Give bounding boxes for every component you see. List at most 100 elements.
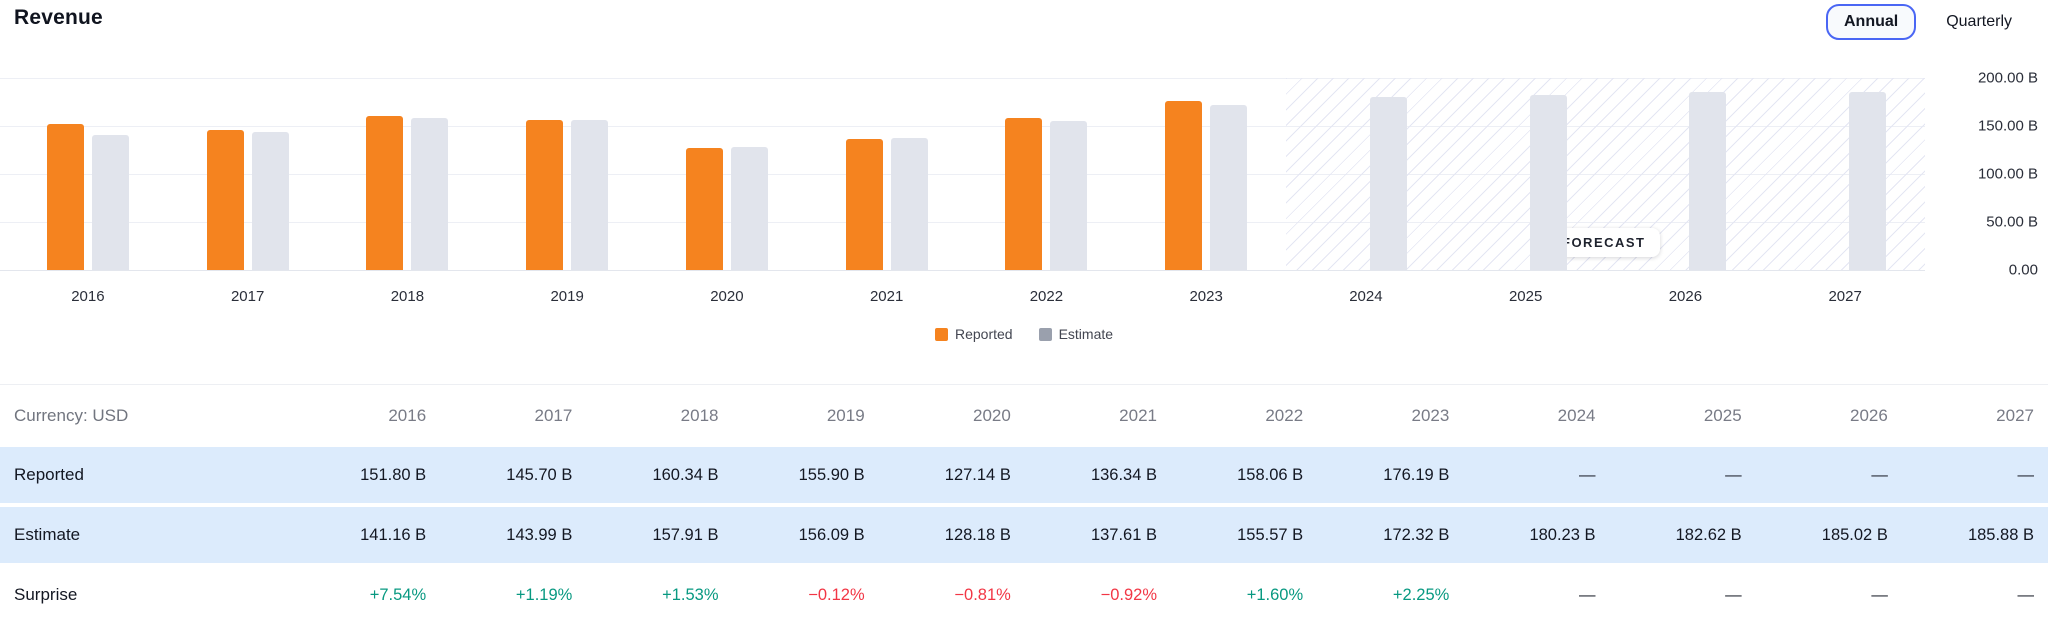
year-header-2019: 2019: [826, 406, 865, 425]
cell-reported-2026: —: [1871, 465, 1888, 484]
bar-estimate-2018[interactable]: [411, 118, 449, 270]
cell-estimate-2027: 185.88 B: [1967, 525, 2034, 544]
x-axis-label-2020: 2020: [710, 288, 744, 305]
bar-reported-2022[interactable]: [1005, 118, 1043, 270]
year-header-2017: 2017: [534, 406, 573, 425]
bar-reported-2019[interactable]: [526, 120, 564, 270]
cell-surprise-2019: −0.12%: [808, 585, 865, 604]
year-header-2026: 2026: [1850, 406, 1888, 425]
widget-header: Revenue Annual Quarterly: [0, 0, 2048, 48]
bar-estimate-2024[interactable]: [1369, 96, 1407, 270]
revenue-bar-chart: FORECAST 200.00 B 150.00 B 100.00 B 50.0…: [0, 48, 2048, 310]
cell-reported-2024: —: [1579, 465, 1596, 484]
chart-column-2023: 2023: [1126, 78, 1286, 305]
annual-button[interactable]: Annual: [1825, 4, 1917, 40]
cell-surprise-2017: +1.19%: [515, 585, 573, 604]
cell-surprise-2018: +1.53%: [662, 585, 719, 604]
year-header-2021: 2021: [1119, 406, 1157, 425]
page-title: Revenue: [14, 6, 103, 29]
gridline-zero-baseline: [0, 270, 1925, 271]
legend-label: Reported: [954, 326, 1013, 342]
year-header-2020: 2020: [973, 406, 1011, 425]
x-axis-label-2016: 2016: [71, 288, 105, 305]
bar-estimate-2026[interactable]: [1689, 92, 1727, 270]
cell-estimate-2018: 157.91 B: [652, 525, 719, 544]
cell-surprise-2021: −0.92%: [1100, 585, 1157, 604]
cell-estimate-2023: 172.32 B: [1383, 525, 1450, 544]
bar-reported-2020[interactable]: [685, 147, 723, 270]
y-axis-tick: 0.00: [2008, 261, 2038, 279]
x-axis-label-2022: 2022: [1029, 288, 1064, 305]
bar-estimate-2017[interactable]: [251, 131, 289, 270]
cell-estimate-2024: 180.23 B: [1529, 525, 1596, 544]
x-axis-label-2026: 2026: [1668, 288, 1703, 305]
row-label-reported: Reported: [14, 465, 84, 484]
year-header-2022: 2022: [1265, 406, 1304, 425]
x-axis-label-2021: 2021: [869, 288, 904, 305]
chart-column-2027: 2027: [1765, 78, 1925, 305]
cell-surprise-2023: +2.25%: [1392, 585, 1450, 604]
cell-reported-2020: 127.14 B: [944, 465, 1011, 484]
chart-column-2026: 2026: [1606, 78, 1766, 305]
bar-estimate-2025[interactable]: [1529, 94, 1567, 270]
cell-estimate-2021: 137.61 B: [1090, 525, 1157, 544]
x-axis-label-2017: 2017: [230, 288, 265, 305]
quarterly-button[interactable]: Quarterly: [1928, 4, 2030, 40]
x-axis-label-2027: 2027: [1828, 288, 1862, 305]
y-axis-tick: 50.00 B: [1986, 213, 2038, 231]
cell-surprise-2022: +1.60%: [1246, 585, 1304, 604]
chart-column-2021: 2021: [807, 78, 967, 305]
x-axis-label-2024: 2024: [1349, 288, 1383, 305]
gridline-150b: [0, 126, 1925, 127]
bar-reported-2023[interactable]: [1165, 100, 1203, 270]
cell-reported-2027: —: [2017, 465, 2035, 484]
gridline-200b: [0, 78, 1925, 79]
chart-column-2024: 2024: [1286, 78, 1446, 305]
bar-estimate-2027[interactable]: [1849, 91, 1887, 270]
x-axis-label-2025: 2025: [1508, 288, 1543, 305]
cell-surprise-2024: —: [1579, 585, 1596, 604]
cell-reported-2016: 151.80 B: [360, 465, 427, 484]
table-row-estimate: Estimate 141.16 B 143.99 B 157.91 B 156.09 B…: [0, 507, 2048, 563]
year-header-2025: 2025: [1703, 406, 1742, 425]
bar-reported-2016[interactable]: [46, 124, 84, 270]
legend-label: Estimate: [1058, 326, 1114, 342]
bar-estimate-2022[interactable]: [1050, 120, 1088, 270]
year-header-2016: 2016: [388, 406, 427, 425]
year-header-2018: 2018: [680, 406, 719, 425]
bar-reported-2017[interactable]: [206, 130, 244, 270]
period-toggle: Annual Quarterly: [1825, 4, 2030, 40]
year-header-2027: 2027: [1996, 406, 2034, 425]
y-axis-tick: 200.00 B: [1977, 69, 2038, 87]
x-axis-label-2019: 2019: [550, 288, 584, 305]
year-header-2024: 2024: [1557, 406, 1596, 425]
bar-estimate-2021[interactable]: [890, 137, 928, 270]
gridline-50b: [0, 222, 1925, 223]
cell-estimate-2016: 141.16 B: [360, 525, 427, 544]
cell-surprise-2026: —: [1871, 585, 1888, 604]
bar-estimate-2020[interactable]: [730, 146, 768, 270]
chart-column-2019: 2019: [487, 78, 647, 305]
cell-reported-2019: 155.90 B: [798, 465, 865, 484]
estimate-swatch-icon: [1038, 327, 1052, 341]
x-axis-label-2018: 2018: [390, 288, 425, 305]
cell-estimate-2022: 155.57 B: [1237, 525, 1304, 544]
bar-estimate-2023[interactable]: [1210, 104, 1248, 270]
reported-swatch-icon: [934, 327, 948, 341]
cell-estimate-2026: 185.02 B: [1821, 525, 1888, 544]
earnings-table: Currency: USD 2016 2017 2018 2019 2020 2021 20…: [0, 384, 2048, 623]
bar-estimate-2019[interactable]: [571, 120, 609, 270]
cell-surprise-2016: +7.54%: [369, 585, 427, 604]
y-axis-tick: 150.00 B: [1977, 117, 2038, 135]
row-label-estimate: Estimate: [14, 525, 81, 544]
year-header-2023: 2023: [1411, 406, 1450, 425]
bar-estimate-2016[interactable]: [91, 134, 129, 270]
gridline-100b: [0, 174, 1925, 175]
y-axis-tick: 100.00 B: [1977, 165, 2038, 183]
table-row-surprise: Surprise +7.54% +1.19% +1.53% −0.12% −0.81% −0…: [0, 567, 2048, 623]
bar-reported-2018[interactable]: [366, 116, 404, 270]
legend-item-estimate: Estimate: [1038, 326, 1114, 342]
cell-estimate-2025: 182.62 B: [1675, 525, 1742, 544]
cell-surprise-2027: —: [2017, 585, 2035, 604]
bar-reported-2021[interactable]: [845, 139, 883, 270]
